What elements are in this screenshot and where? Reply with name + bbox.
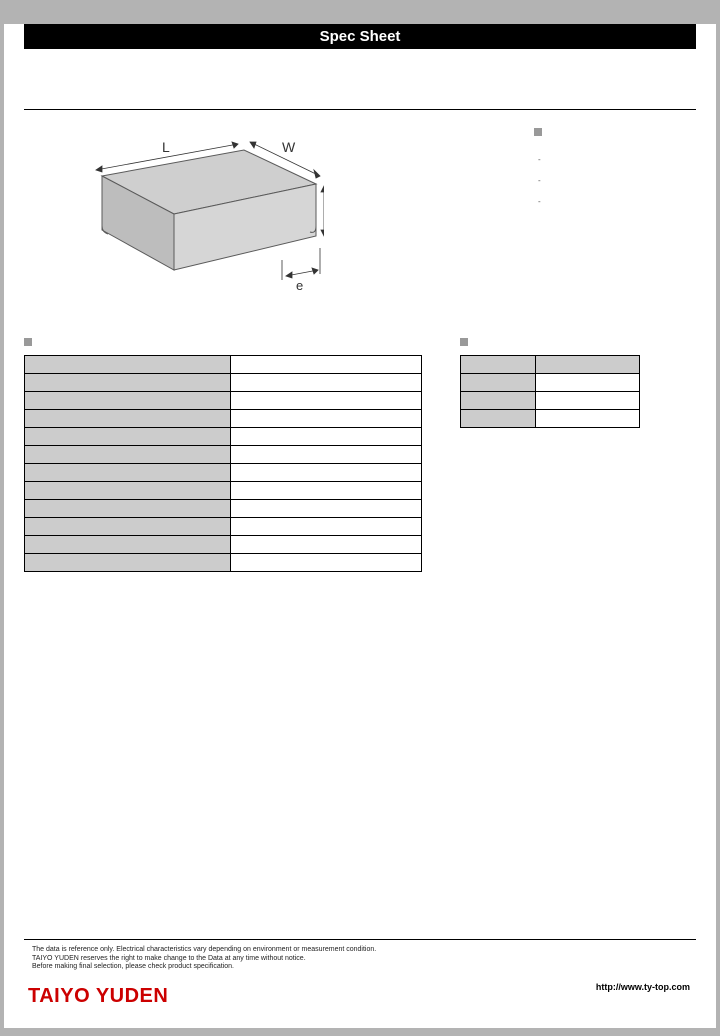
square-bullet-icon [534,128,542,136]
table-row [25,428,422,446]
spec-value-cell [231,518,422,536]
spec-value-cell [231,374,422,392]
pkg-value-cell [536,392,640,410]
spec-value-cell [231,536,422,554]
chip-svg: L W T [24,128,324,308]
table-row [25,392,422,410]
square-bullet-icon [460,338,468,346]
footer-rule [24,939,696,940]
spec-table [24,355,422,572]
spec-label-cell [25,464,231,482]
table-row [25,446,422,464]
spec-label-cell [25,428,231,446]
table-row [461,410,640,428]
table-row [25,410,422,428]
dim-label-W: W [282,139,296,155]
spec-table-block [24,337,422,572]
spec-label-cell [25,410,231,428]
table-row [461,356,640,374]
table-row [25,374,422,392]
title-bar: Spec Sheet [24,24,696,49]
brand-logo: TAIYO YUDEN [28,985,168,1008]
top-row: L W T [24,128,696,313]
tables-row [24,337,696,572]
spec-value-cell [231,464,422,482]
package-table [460,355,640,428]
table-row [25,482,422,500]
pkg-value-cell [536,410,640,428]
package-table-block [460,337,640,572]
component-diagram: L W T [24,128,404,313]
spec-label-cell [25,536,231,554]
spec-label-cell [25,374,231,392]
table-row [461,392,640,410]
list-item: - [538,176,542,185]
spec-label-cell [25,554,231,572]
spec-value-cell [231,554,422,572]
spec-value-cell [231,392,422,410]
footer-url: http://www.ty-top.com [596,982,690,992]
dim-label-e: e [296,278,303,293]
footer-notes: The data is reference only. Electrical c… [32,946,376,972]
footer-line: TAIYO YUDEN reserves the right to make c… [32,955,376,964]
pkg-label-cell [461,392,536,410]
page: Spec Sheet [4,24,716,1028]
table-row [461,374,640,392]
page-title: Spec Sheet [320,28,401,45]
spacer [4,49,716,109]
spec-value-cell [231,356,422,374]
spec-label-cell [25,356,231,374]
table-row [25,500,422,518]
pkg-value-cell [536,374,640,392]
spec-label-cell [25,500,231,518]
pkg-label-cell [461,374,536,392]
spec-value-cell [231,482,422,500]
spec-label-cell [25,518,231,536]
spec-value-cell [231,500,422,518]
pkg-header-cell [461,356,536,374]
list-item: - [538,197,542,206]
table-row [25,518,422,536]
footer-line: The data is reference only. Electrical c… [32,946,376,955]
footer-line: Before making final selection, please ch… [32,963,376,972]
spec-label-cell [25,446,231,464]
applications-list: - - - [534,128,542,313]
table-row [25,554,422,572]
spec-label-cell [25,392,231,410]
dim-label-L: L [162,139,170,155]
table-row [25,536,422,554]
square-bullet-icon [24,338,32,346]
spec-value-cell [231,428,422,446]
spec-value-cell [231,410,422,428]
pkg-label-cell [461,410,536,428]
section-rule [24,109,696,110]
list-item: - [538,155,542,164]
pkg-header-cell [536,356,640,374]
table-row [25,464,422,482]
table-row [25,356,422,374]
spec-value-cell [231,446,422,464]
spec-label-cell [25,482,231,500]
